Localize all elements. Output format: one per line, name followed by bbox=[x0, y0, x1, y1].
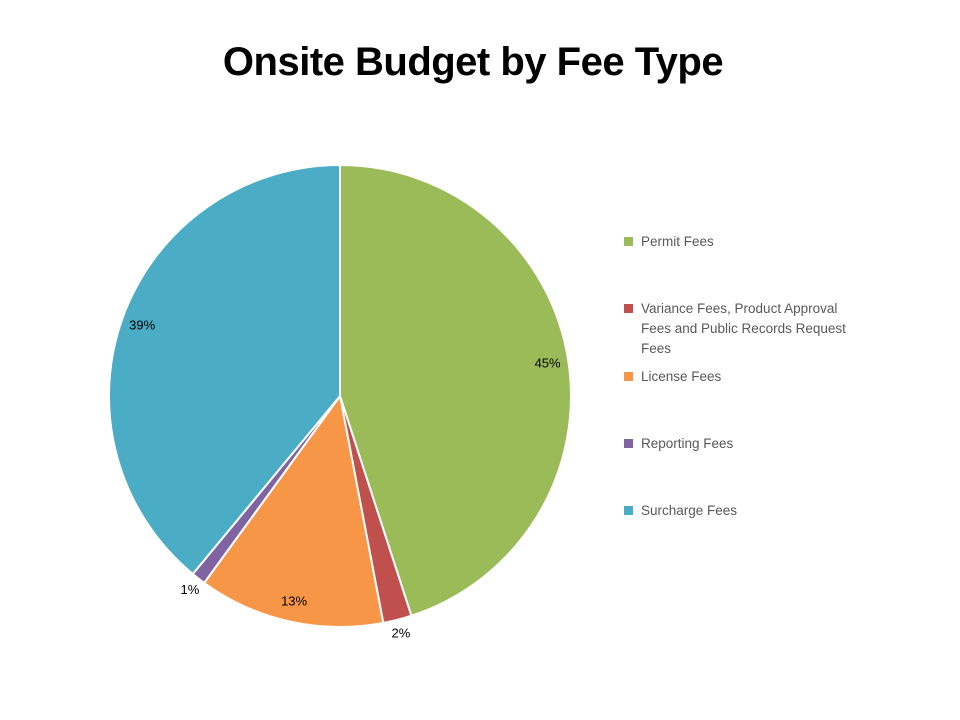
legend-swatch-icon bbox=[624, 372, 633, 381]
legend-item-reporting-fees: Reporting Fees bbox=[624, 434, 876, 454]
legend-swatch-icon bbox=[624, 439, 633, 448]
legend-swatch-icon bbox=[624, 304, 633, 313]
chart-title: Onsite Budget by Fee Type bbox=[222, 40, 724, 84]
pie-percent-label-license-fees: 13% bbox=[281, 594, 307, 609]
legend-item-permit-fees: Permit Fees bbox=[624, 232, 876, 252]
pie-percent-label-variance-fees-product-approval-fees-and-public-records-request-fees: 2% bbox=[392, 626, 411, 641]
legend-label: Permit Fees bbox=[641, 234, 714, 249]
pie-percent-label-surcharge-fees: 39% bbox=[129, 317, 155, 332]
pie-slice-permit-fees bbox=[339, 164, 572, 617]
pie-percent-label-reporting-fees: 1% bbox=[181, 582, 200, 597]
pie-percent-label-permit-fees: 45% bbox=[535, 356, 561, 371]
pie-slice-surcharge-fees bbox=[108, 164, 341, 575]
legend-label: Surcharge Fees bbox=[641, 503, 738, 518]
legend-label: Reporting Fees bbox=[641, 436, 734, 451]
legend-item-license-fees: License Fees bbox=[624, 367, 876, 387]
legend-swatch-icon bbox=[624, 506, 633, 515]
legend-item-surcharge-fees: Surcharge Fees bbox=[624, 501, 876, 521]
legend-label: Variance Fees, Product Approval Fees and… bbox=[641, 301, 846, 356]
chart-legend: Permit Fees Variance Fees, Product Approv… bbox=[624, 232, 876, 568]
legend-item-variance-fees-product-approval-fees-and-public-records-request-fees: Variance Fees, Product Approval Fees and… bbox=[624, 299, 876, 359]
legend-label: License Fees bbox=[641, 369, 722, 384]
pie-slice-license-fees bbox=[203, 395, 385, 628]
legend-swatch-icon bbox=[624, 237, 633, 246]
